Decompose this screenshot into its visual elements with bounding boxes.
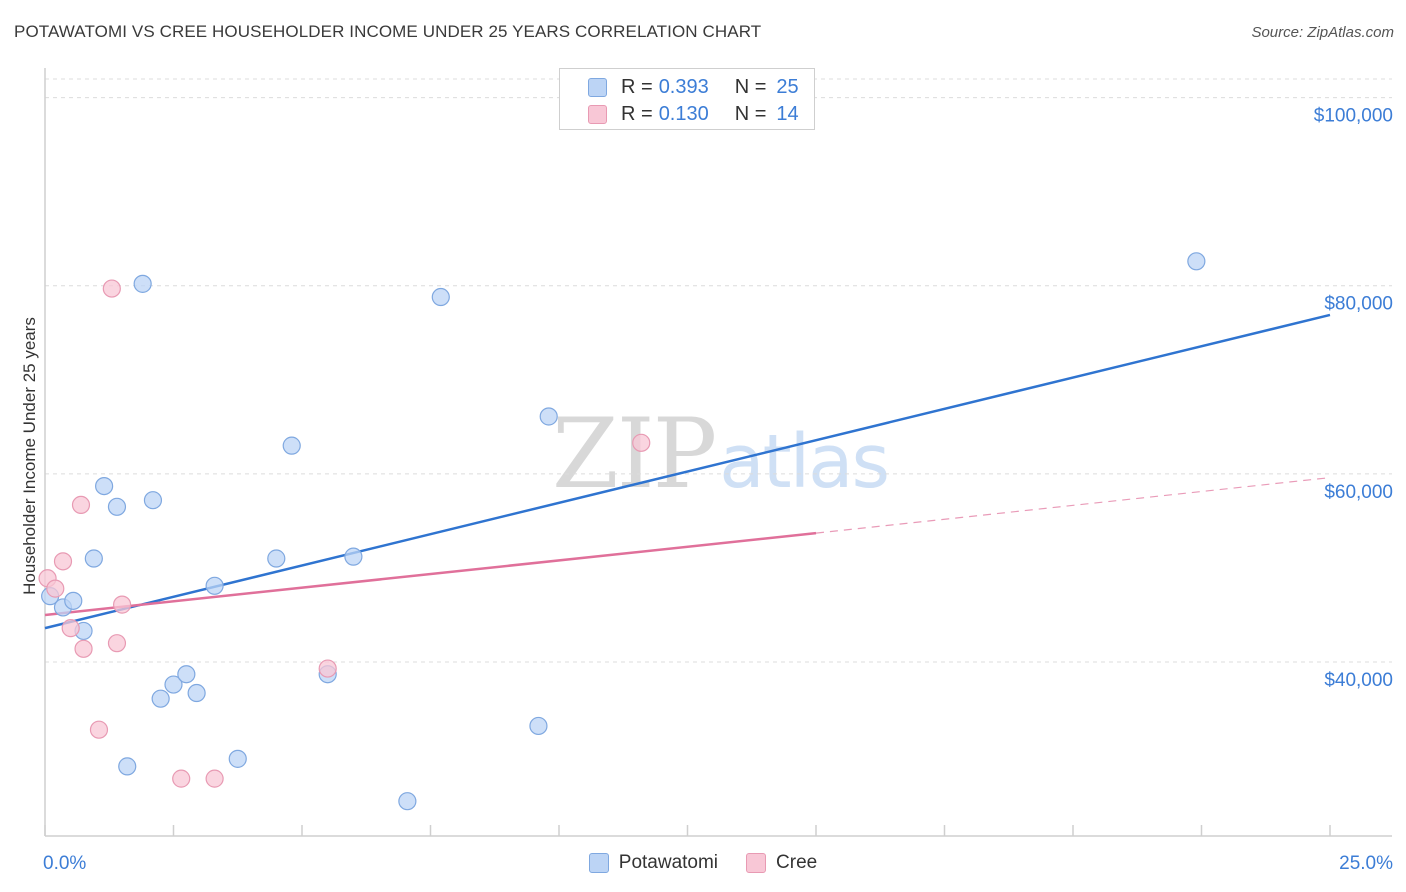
- cree-point: [61, 619, 80, 638]
- y-tick-label: $80,000: [1324, 294, 1393, 315]
- y-tick-label: $40,000: [1324, 670, 1393, 691]
- potawatomi-point: [143, 491, 163, 510]
- x-tick-label-min: 0.0%: [43, 853, 86, 874]
- grid-lines: [45, 78, 1392, 663]
- legend-r-value: 0.130: [658, 102, 709, 125]
- x-tick-label-max: 25.0%: [1339, 853, 1393, 874]
- potawatomi-point: [164, 675, 183, 694]
- y-tick-label: $60,000: [1324, 482, 1393, 503]
- watermark-zip: ZIP: [552, 398, 717, 510]
- legend-item-potawatomi[interactable]: Potawatomi: [588, 852, 719, 874]
- trend-lines: [44, 313, 1331, 630]
- source-label: Source: ZipAtlas.com: [1251, 24, 1394, 41]
- legend-n-value: 14: [776, 102, 799, 125]
- potawatomi-point: [282, 436, 301, 455]
- cree-point: [632, 433, 651, 452]
- potawatomi-point: [95, 476, 114, 496]
- cree-point: [71, 495, 91, 515]
- legend-row-potawatomi: R = 0.393 N = 25: [588, 76, 799, 98]
- potawatomi-point: [84, 549, 103, 568]
- potawatomi-point: [431, 287, 450, 307]
- legend-swatch-pink: [746, 853, 767, 873]
- legend-label-potawatomi: Potawatomi: [618, 852, 719, 873]
- legend-swatch-blue: [588, 77, 607, 97]
- cree-point: [74, 639, 93, 658]
- cree-point: [102, 279, 121, 298]
- y-tick-label: $100,000: [1314, 106, 1393, 127]
- legend-r-value: 0.393: [658, 75, 709, 98]
- legend-item-cree[interactable]: Cree: [746, 852, 817, 874]
- potawatomi-point: [1187, 252, 1206, 271]
- potawatomi-point: [529, 716, 548, 736]
- potawatomi-point: [344, 547, 363, 566]
- cree-trend-extension: [815, 477, 1331, 534]
- cree-point: [318, 659, 337, 678]
- potawatomi-point: [118, 757, 137, 776]
- potawatomi-point: [107, 497, 127, 516]
- potawatomi-point: [539, 407, 558, 426]
- legend-row-cree: R = 0.130 N = 14: [588, 103, 799, 125]
- data-points: [38, 252, 1206, 811]
- potawatomi-point: [228, 749, 247, 768]
- legend-r-label: R =: [621, 75, 653, 98]
- watermark: ZIPatlas: [552, 398, 890, 510]
- potawatomi-point: [187, 683, 206, 703]
- potawatomi-point: [64, 591, 83, 610]
- cree-point: [172, 769, 191, 788]
- legend-n-label: N =: [734, 102, 767, 125]
- legend-r-label: R =: [621, 102, 653, 125]
- axes: [44, 68, 1392, 837]
- legend-n-label: N =: [734, 75, 767, 98]
- tick-labels: $40,000 $60,000 $80,000 $100,000 0.0% 25.0%: [43, 106, 1393, 874]
- chart-title: POTAWATOMI VS CREE HOUSEHOLDER INCOME UN…: [14, 22, 762, 41]
- potawatomi-point: [267, 549, 286, 568]
- legend-label-cree: Cree: [776, 852, 818, 873]
- potawatomi-point: [133, 274, 152, 293]
- cree-point: [112, 595, 132, 614]
- cree-point: [53, 552, 73, 571]
- cree-point: [205, 769, 224, 788]
- potawatomi-point: [398, 792, 417, 811]
- potawatomi-point: [205, 576, 224, 595]
- correlation-legend: R = 0.393 N = 25 R = 0.130 N = 14: [559, 68, 815, 130]
- legend-swatch-pink: [588, 104, 607, 124]
- series-legend: Potawatomi Cree: [0, 852, 1406, 874]
- cree-trend-line: [44, 531, 817, 617]
- potawatomi-trend-line: [44, 313, 1331, 630]
- cree-point: [107, 634, 127, 653]
- potawatomi-point: [177, 665, 196, 684]
- y-axis-label: Householder Income Under 25 years: [20, 317, 39, 595]
- cree-point: [89, 720, 109, 739]
- potawatomi-point: [151, 689, 170, 708]
- legend-swatch-blue: [588, 853, 609, 873]
- watermark-atlas: atlas: [719, 419, 890, 505]
- cree-point: [46, 579, 65, 598]
- legend-n-value: 25: [776, 75, 799, 98]
